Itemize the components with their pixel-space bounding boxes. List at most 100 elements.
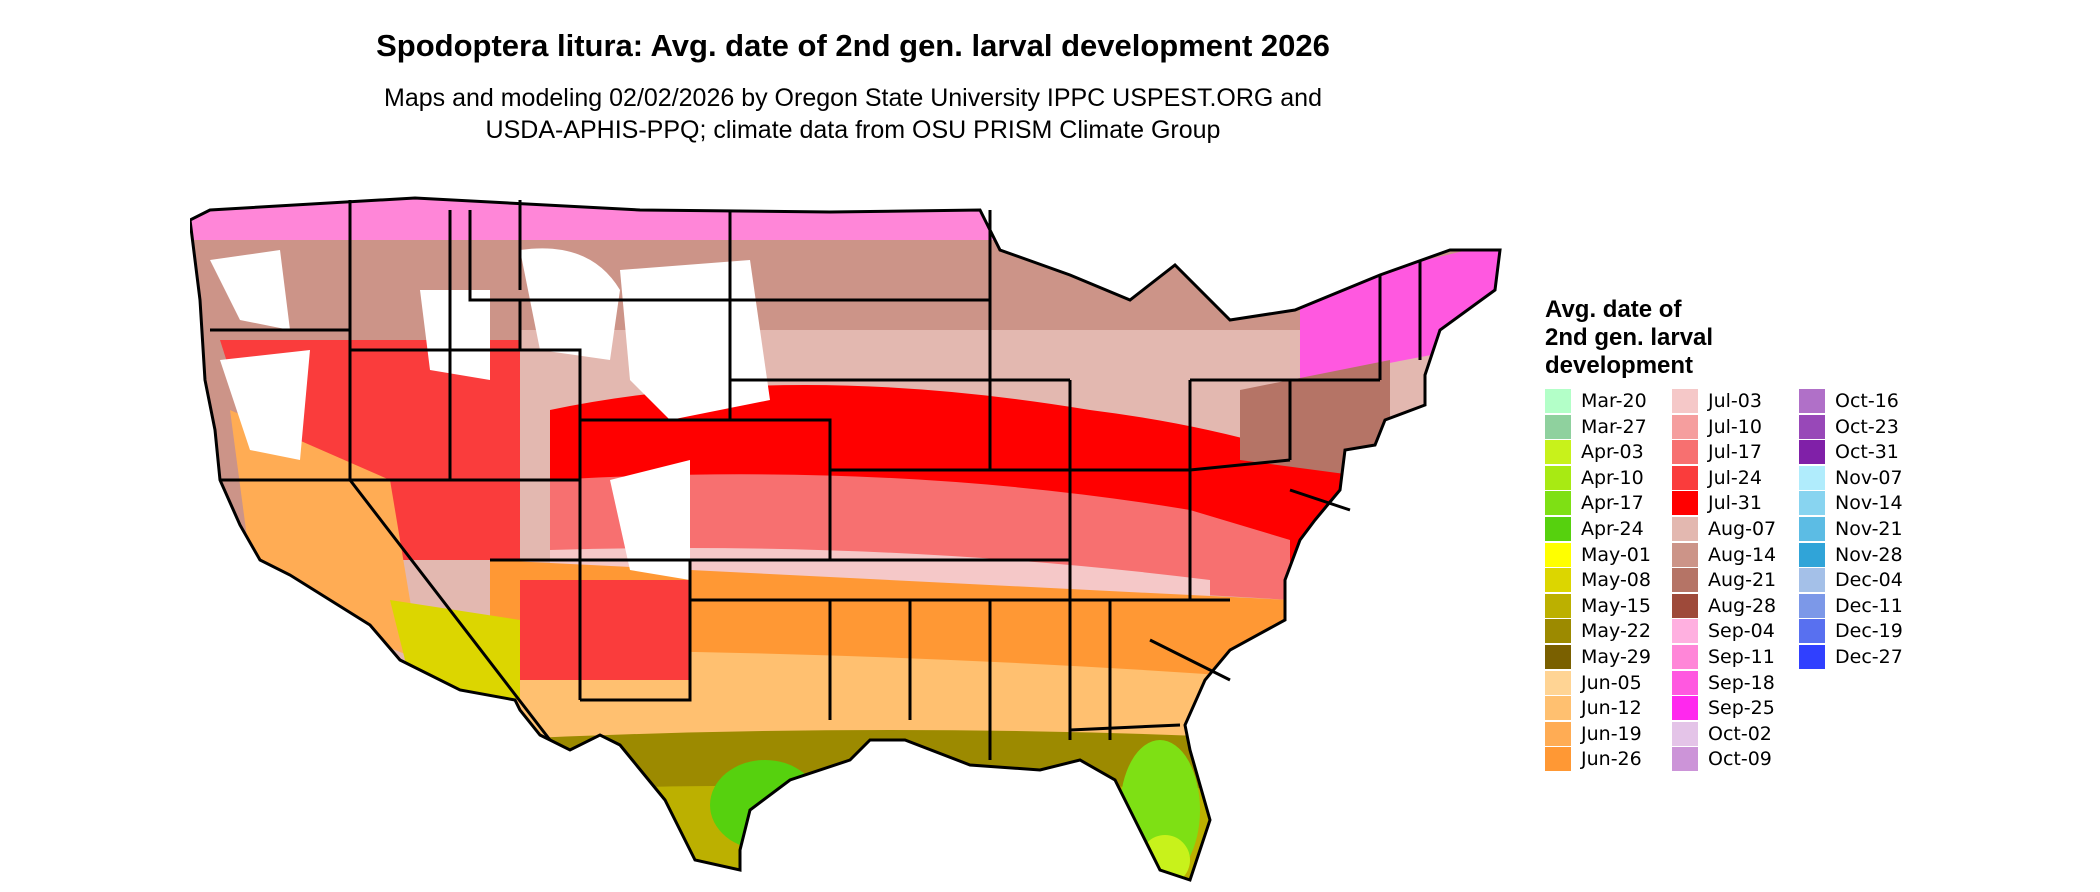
legend-label: Jul-31 xyxy=(1708,492,1762,515)
legend-label: Apr-10 xyxy=(1581,466,1644,489)
legend-item: Dec-27 xyxy=(1799,644,1903,670)
legend-swatch xyxy=(1672,645,1698,669)
legend-label: Oct-02 xyxy=(1708,722,1772,745)
legend-label: Sep-04 xyxy=(1708,620,1775,643)
legend-swatch xyxy=(1672,619,1698,644)
legend-label: Sep-18 xyxy=(1708,671,1775,694)
legend-label: Aug-07 xyxy=(1708,518,1777,540)
legend-item: Nov-07 xyxy=(1799,465,1903,491)
legend-item: Nov-28 xyxy=(1799,542,1903,568)
legend-swatch xyxy=(1672,747,1698,772)
legend-item: Sep-11 xyxy=(1672,644,1775,670)
legend-label: Jun-26 xyxy=(1581,748,1642,771)
legend-swatch xyxy=(1672,491,1698,516)
legend-item: Oct-16 xyxy=(1799,388,1899,414)
legend-swatch xyxy=(1545,670,1571,695)
legend-swatch xyxy=(1545,465,1571,490)
legend-item: Dec-11 xyxy=(1799,593,1903,619)
legend-swatch xyxy=(1799,542,1825,567)
legend-swatch xyxy=(1545,721,1571,746)
legend-label: Mar-20 xyxy=(1581,390,1647,412)
legend-item: May-08 xyxy=(1545,567,1651,593)
legend-label: Jun-05 xyxy=(1581,671,1642,694)
legend-swatch xyxy=(1672,721,1698,746)
legend-label: Nov-21 xyxy=(1835,518,1903,540)
legend-item: Jul-31 xyxy=(1672,490,1762,516)
legend-label: Jul-03 xyxy=(1708,390,1762,412)
legend-label: Oct-23 xyxy=(1835,415,1899,438)
legend-item: Aug-21 xyxy=(1672,567,1776,593)
legend-swatch xyxy=(1545,517,1571,541)
legend-label: Sep-25 xyxy=(1708,697,1775,720)
legend-item: Apr-03 xyxy=(1545,439,1644,465)
legend-item: Apr-24 xyxy=(1545,516,1644,542)
legend-label: May-01 xyxy=(1581,543,1651,566)
legend-swatch xyxy=(1799,619,1825,644)
legend-item: Jun-05 xyxy=(1545,670,1642,696)
legend-item: May-01 xyxy=(1545,542,1651,568)
legend-item: Aug-14 xyxy=(1672,542,1776,568)
subtitle-line: USDA-APHIS-PPQ; climate data from OSU PR… xyxy=(485,116,1221,144)
development-date-zones xyxy=(190,198,1500,880)
legend-label: Dec-27 xyxy=(1835,646,1903,668)
legend-swatch xyxy=(1545,619,1571,644)
legend-label: Nov-14 xyxy=(1835,492,1903,515)
legend-label: Dec-11 xyxy=(1835,594,1903,617)
legend-item: Jun-19 xyxy=(1545,721,1642,747)
legend-item: Aug-28 xyxy=(1672,593,1776,619)
legend-swatch xyxy=(1672,670,1698,695)
legend-item: Jun-12 xyxy=(1545,695,1642,721)
legend-item: Apr-10 xyxy=(1545,465,1644,491)
legend-label: Dec-19 xyxy=(1835,620,1903,643)
legend-swatch xyxy=(1799,491,1825,516)
legend-item: Dec-19 xyxy=(1799,618,1903,644)
legend-item: Jul-03 xyxy=(1672,388,1762,414)
legend-label: Nov-28 xyxy=(1835,543,1903,566)
legend-label: Jul-17 xyxy=(1708,441,1762,464)
legend-title-line: development xyxy=(1545,352,1694,379)
legend-label: Jul-24 xyxy=(1708,466,1762,489)
legend-swatch xyxy=(1545,645,1571,669)
legend-item: Oct-31 xyxy=(1799,439,1899,465)
legend-swatch xyxy=(1799,440,1825,465)
legend-item: Jun-26 xyxy=(1545,746,1642,772)
legend-label: Aug-21 xyxy=(1708,569,1777,592)
legend-item: Nov-14 xyxy=(1799,490,1903,516)
legend-swatch xyxy=(1799,593,1825,618)
us-map xyxy=(190,196,1502,882)
legend-swatch xyxy=(1545,568,1571,593)
legend-swatch xyxy=(1672,414,1698,439)
legend-label: Aug-14 xyxy=(1708,543,1777,566)
legend-swatch xyxy=(1672,389,1698,413)
legend-item: May-15 xyxy=(1545,593,1651,619)
legend-title: Avg. date of 2nd gen. larval development xyxy=(1545,296,1713,380)
legend-swatch xyxy=(1672,517,1698,541)
legend-label: May-22 xyxy=(1581,620,1651,643)
legend-swatch xyxy=(1799,645,1825,669)
legend-swatch xyxy=(1672,593,1698,618)
legend-title-line: Avg. date of xyxy=(1545,296,1682,323)
legend-swatch xyxy=(1799,517,1825,541)
legend-item: Mar-27 xyxy=(1545,414,1647,440)
legend-swatch xyxy=(1799,414,1825,439)
legend-item: Apr-17 xyxy=(1545,490,1644,516)
legend-item: Jul-24 xyxy=(1672,465,1762,491)
legend-swatch xyxy=(1672,696,1698,721)
legend-item: May-22 xyxy=(1545,618,1651,644)
legend-label: Jun-12 xyxy=(1581,697,1642,720)
legend-item: Sep-18 xyxy=(1672,670,1775,696)
legend-label: Apr-03 xyxy=(1581,441,1644,464)
legend-swatch xyxy=(1545,389,1571,413)
subtitle-line: Maps and modeling 02/02/2026 by Oregon S… xyxy=(384,84,1322,112)
legend-label: Oct-31 xyxy=(1835,441,1899,464)
legend-swatch xyxy=(1545,593,1571,618)
map-title: Spodoptera litura: Avg. date of 2nd gen.… xyxy=(376,28,1330,63)
legend-swatch xyxy=(1545,696,1571,721)
legend-item: Oct-09 xyxy=(1672,746,1772,772)
legend-item: Mar-20 xyxy=(1545,388,1647,414)
legend-swatch xyxy=(1799,465,1825,490)
legend-swatch xyxy=(1545,440,1571,465)
legend-item: Nov-21 xyxy=(1799,516,1903,542)
legend-label: May-29 xyxy=(1581,646,1651,668)
legend-item: Oct-23 xyxy=(1799,414,1899,440)
